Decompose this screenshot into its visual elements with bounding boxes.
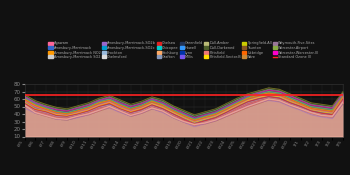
Legend: Agawam, Amesbury-Merrimack, Amesbury-Merrimack NO2, Amesbury-Merrimack SO2, Ames: Agawam, Amesbury-Merrimack, Amesbury-Mer… — [48, 41, 320, 59]
